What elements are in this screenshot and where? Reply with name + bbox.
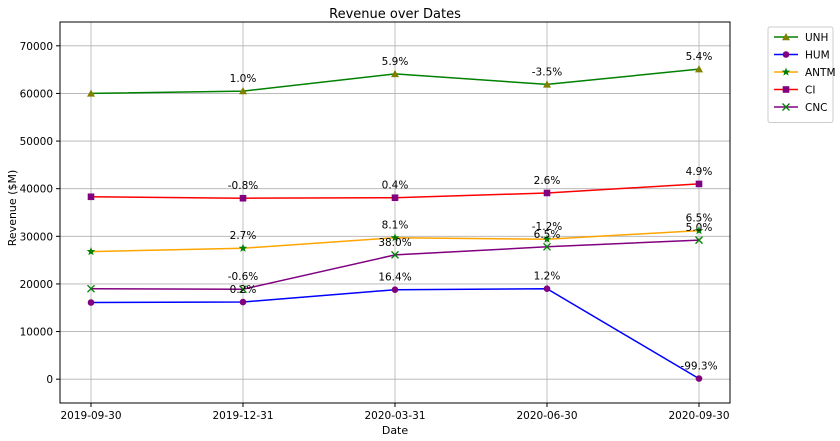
legend-label-ci: CI	[805, 85, 815, 97]
data-label-hum: 16.4%	[378, 272, 411, 284]
data-label-antm: -1.2%	[532, 221, 562, 233]
data-point-unh	[543, 80, 551, 88]
data-labels: 1.0% 5.9% -3.5% 5.4% 0.2% 16.4% 1.2% -99.3% 2.7%…	[228, 51, 718, 372]
data-point-hum	[391, 286, 399, 293]
data-point-hum	[543, 285, 551, 293]
data-point-cnc	[87, 284, 95, 293]
y-tick-label: 20000	[20, 279, 53, 291]
data-point-unh	[239, 87, 247, 95]
chart-title: Revenue over Dates	[329, 7, 461, 22]
legend-marker-unh	[782, 33, 790, 41]
data-point-unh	[87, 89, 95, 97]
y-axis-ticks: 0 10000 20000 30000 40000 50000 60000 70000	[20, 41, 60, 386]
data-label-cnc: -0.6%	[228, 271, 258, 283]
data-point-ci	[391, 194, 399, 202]
y-tick-label: 60000	[20, 88, 53, 100]
data-point-ci	[543, 189, 551, 197]
y-tick-label: 30000	[20, 231, 53, 243]
legend-label-unh: UNH	[805, 32, 828, 44]
data-point-hum	[87, 299, 95, 306]
x-axis-label: Date	[382, 424, 409, 437]
y-tick-label: 0	[46, 374, 53, 386]
data-label-antm: 6.5%	[686, 213, 713, 225]
data-point-antm	[86, 247, 96, 256]
data-label-cnc: 38.0%	[378, 237, 411, 249]
legend: UNH HUM ANTM CI CNC	[767, 26, 836, 123]
plot-frame	[59, 21, 731, 404]
y-tick-label: 50000	[20, 136, 53, 148]
y-tick-label: 10000	[20, 327, 53, 339]
data-point-hum	[239, 298, 247, 306]
y-axis-label: Revenue ($M)	[6, 170, 19, 246]
data-label-cnc: 5.0%	[686, 222, 713, 234]
data-label-hum: 0.2%	[230, 284, 257, 296]
x-axis-ticks: 2019-09-30 2019-12-31 2020-03-31 2020-06-30…	[60, 403, 730, 422]
legend-box	[767, 26, 834, 123]
y-tick-label: 70000	[20, 41, 53, 53]
data-point-unh	[695, 65, 703, 73]
data-label-ci: 0.4%	[382, 180, 409, 192]
x-tick-label: 2020-06-30	[516, 410, 577, 422]
grid-lines	[60, 22, 730, 403]
data-point-antm	[694, 226, 704, 235]
data-point-cnc	[391, 250, 399, 259]
data-label-antm: 2.7%	[230, 230, 257, 242]
y-tick-label: 40000	[20, 184, 53, 196]
data-point-cnc	[239, 285, 247, 294]
data-point-ci	[695, 180, 703, 188]
data-point-ci	[87, 193, 95, 201]
data-label-cnc: 6.5%	[534, 229, 561, 241]
data-label-unh: 1.0%	[230, 73, 257, 85]
data-point-ci	[239, 194, 247, 202]
x-tick-label: 2020-09-30	[668, 410, 729, 422]
data-point-cnc	[695, 236, 703, 245]
data-label-unh: 5.9%	[382, 56, 409, 68]
legend-marker-antm	[781, 67, 791, 76]
data-point-antm	[542, 234, 552, 243]
data-point-antm	[238, 243, 248, 252]
data-label-unh: -3.5%	[532, 66, 562, 78]
data-label-hum: -99.3%	[680, 361, 717, 373]
data-label-ci: 2.6%	[534, 175, 561, 187]
data-label-antm: 8.1%	[382, 220, 409, 232]
series-markers	[86, 65, 704, 382]
legend-label-cnc: CNC	[805, 102, 828, 114]
legend-label-antm: ANTM	[805, 67, 836, 79]
data-point-hum	[695, 375, 703, 382]
x-tick-label: 2020-03-31	[364, 410, 425, 422]
data-point-antm	[390, 233, 400, 242]
legend-label-hum: HUM	[805, 50, 830, 62]
x-tick-label: 2019-12-31	[212, 410, 273, 422]
x-tick-label: 2019-09-30	[60, 410, 121, 422]
data-point-unh	[391, 69, 399, 78]
data-point-cnc	[543, 242, 551, 251]
legend-marker-cnc	[782, 103, 790, 111]
data-label-ci: 4.9%	[686, 166, 713, 178]
legend-marker-ci	[782, 86, 790, 93]
data-label-unh: 5.4%	[686, 51, 713, 63]
data-label-ci: -0.8%	[228, 180, 258, 192]
data-label-hum: 1.2%	[534, 271, 561, 283]
legend-marker-hum	[782, 51, 790, 58]
